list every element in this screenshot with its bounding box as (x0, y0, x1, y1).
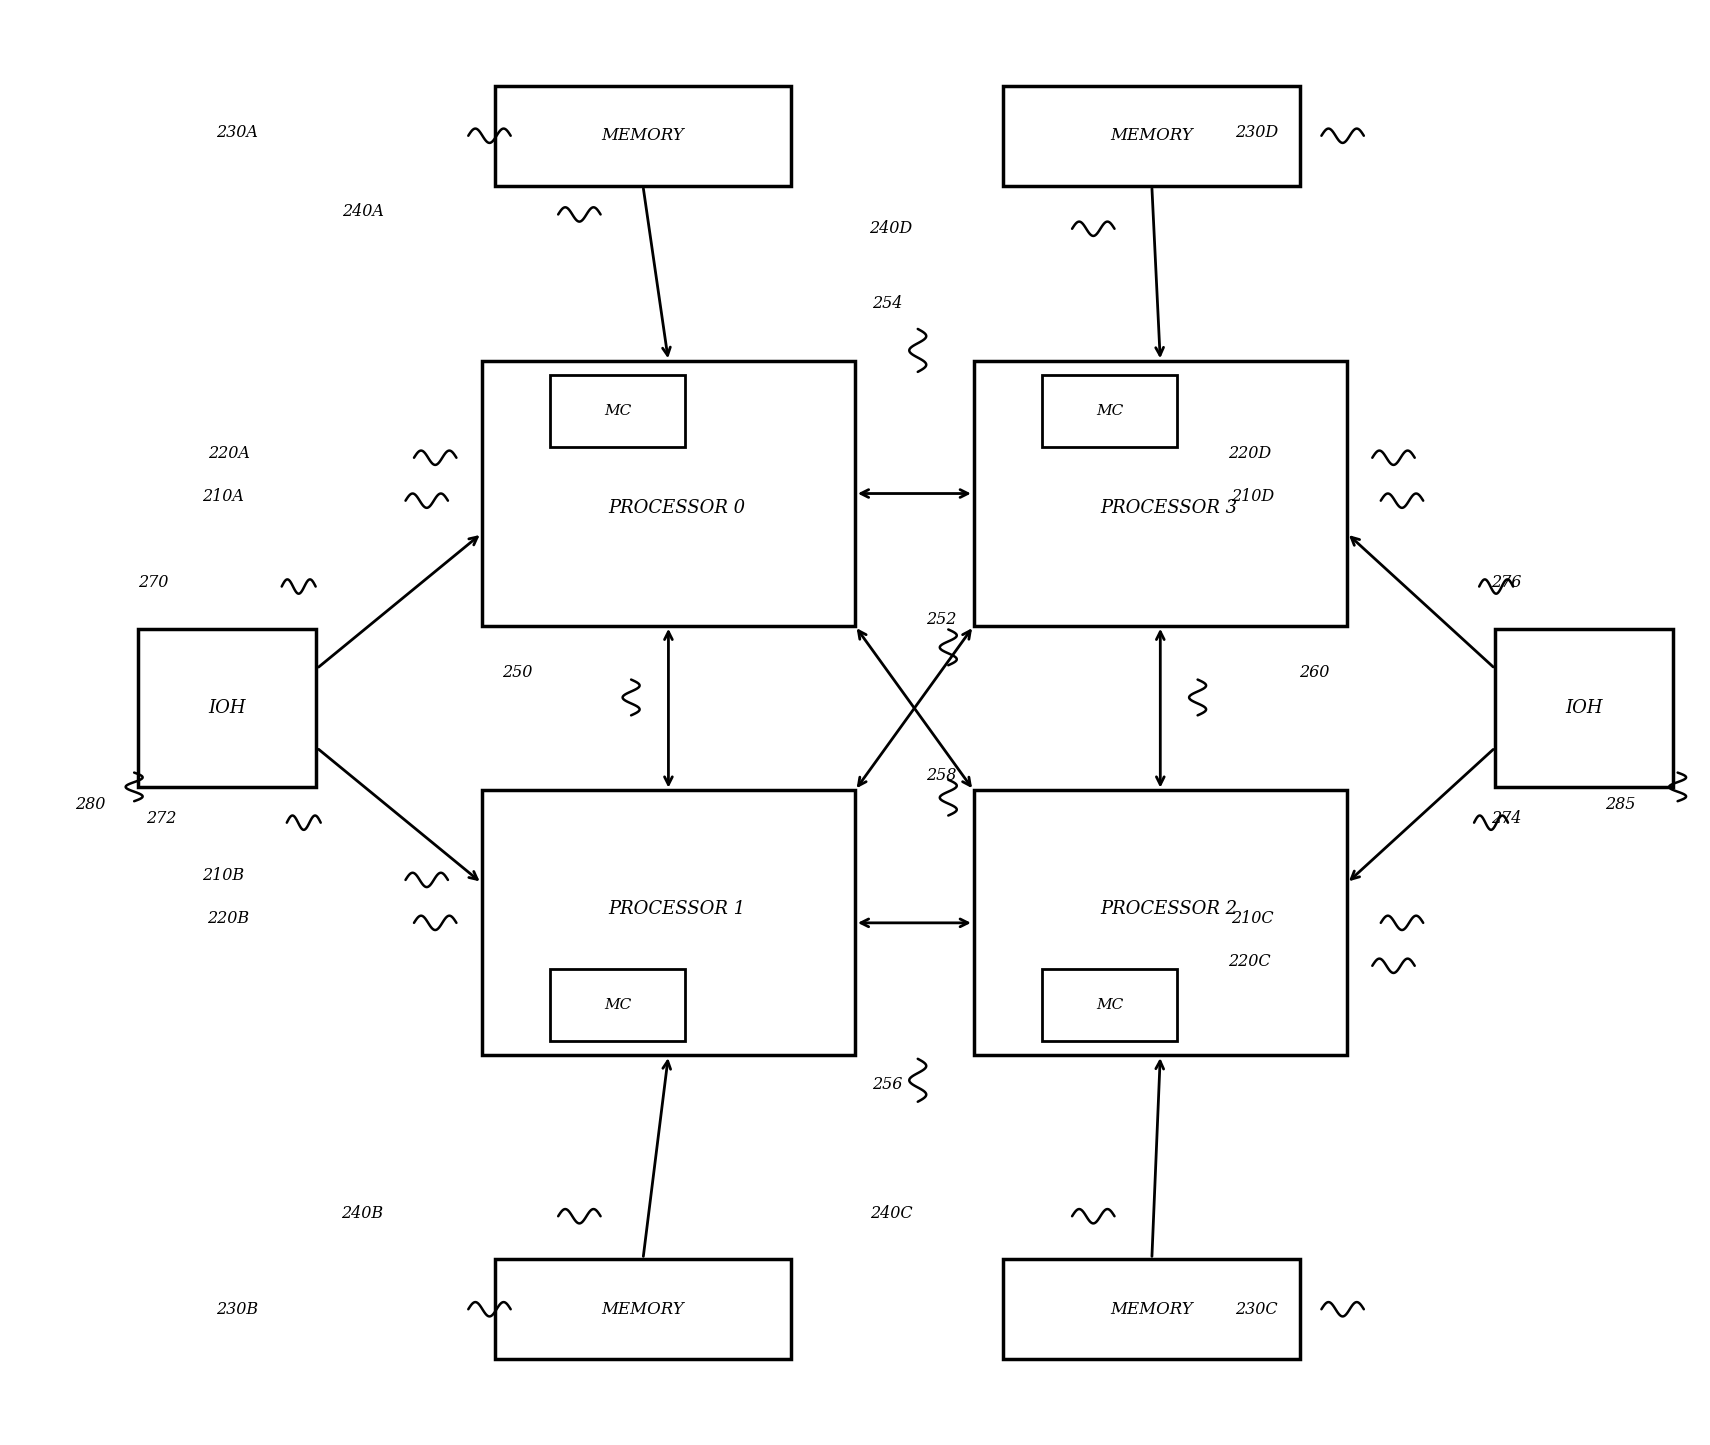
Bar (139, 630, 316, 788)
Text: 220B: 220B (207, 910, 250, 928)
Text: 280: 280 (75, 796, 104, 812)
Text: MEMORY: MEMORY (602, 127, 684, 144)
Bar (482, 790, 855, 1055)
Text: 210A: 210A (202, 488, 245, 504)
Text: 254: 254 (872, 295, 903, 312)
Text: 250: 250 (503, 663, 534, 681)
Text: MC: MC (604, 998, 631, 1011)
Text: MC: MC (1096, 405, 1123, 418)
Bar (973, 790, 1347, 1055)
Text: 240D: 240D (869, 220, 913, 237)
Text: 230B: 230B (215, 1300, 258, 1318)
Text: PROCESSOR 0: PROCESSOR 0 (609, 499, 746, 517)
Text: 260: 260 (1300, 663, 1330, 681)
Text: 252: 252 (927, 611, 956, 629)
Text: 210D: 210D (1231, 488, 1274, 504)
Text: 276: 276 (1491, 574, 1522, 591)
Text: 240B: 240B (342, 1205, 383, 1222)
Text: 285: 285 (1606, 796, 1635, 812)
Text: 210B: 210B (202, 867, 245, 884)
Bar (1495, 630, 1674, 788)
Bar (494, 1259, 792, 1360)
Text: 230D: 230D (1235, 124, 1277, 142)
Text: IOH: IOH (1566, 699, 1604, 717)
Text: 210C: 210C (1231, 910, 1274, 928)
Text: 220A: 220A (207, 445, 250, 462)
Text: 230C: 230C (1235, 1300, 1277, 1318)
Bar (1004, 85, 1300, 186)
Text: MEMORY: MEMORY (602, 1300, 684, 1318)
Text: PROCESSOR 3: PROCESSOR 3 (1100, 499, 1238, 517)
Text: 258: 258 (927, 767, 956, 785)
Text: MEMORY: MEMORY (1110, 127, 1194, 144)
Bar (482, 361, 855, 626)
Text: IOH: IOH (209, 699, 246, 717)
Text: PROCESSOR 1: PROCESSOR 1 (609, 900, 746, 918)
Text: PROCESSOR 2: PROCESSOR 2 (1100, 900, 1238, 918)
Text: MEMORY: MEMORY (1110, 1300, 1194, 1318)
Text: 240C: 240C (870, 1205, 913, 1222)
Bar (494, 85, 792, 186)
Bar (1041, 970, 1176, 1040)
Text: 272: 272 (145, 809, 176, 827)
Bar (549, 970, 686, 1040)
Text: 220D: 220D (1228, 445, 1272, 462)
Bar (973, 361, 1347, 626)
Text: 270: 270 (139, 574, 168, 591)
Text: MC: MC (604, 405, 631, 418)
Bar (549, 376, 686, 447)
Text: MC: MC (1096, 998, 1123, 1011)
Bar (1041, 376, 1176, 447)
Text: 240A: 240A (342, 204, 383, 220)
Text: 220C: 220C (1228, 954, 1271, 970)
Text: 274: 274 (1491, 809, 1522, 827)
Text: 256: 256 (872, 1077, 903, 1092)
Text: 230A: 230A (215, 124, 258, 142)
Bar (1004, 1259, 1300, 1360)
